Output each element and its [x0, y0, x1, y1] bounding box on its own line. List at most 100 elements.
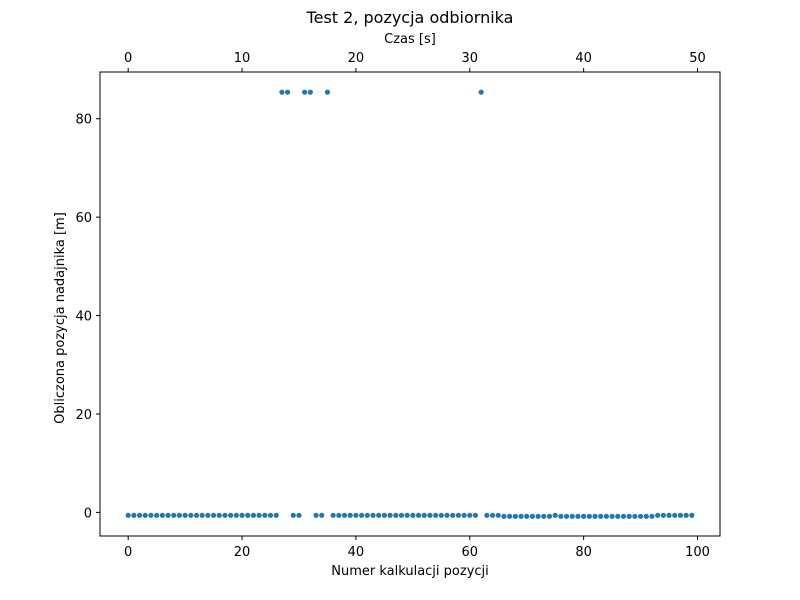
y-tick-label: 0: [84, 506, 92, 521]
data-point: [438, 512, 444, 518]
data-point: [615, 513, 621, 519]
data-point: [529, 513, 536, 519]
data-point: [267, 512, 274, 518]
data-point: [512, 513, 518, 519]
data-point: [415, 512, 422, 518]
axis-ticks: 0 20 40 60 80 100 0 20 40 60 80 0 10 20 30 40 50: [75, 51, 709, 560]
data-point: [256, 512, 262, 518]
data-point: [575, 513, 581, 519]
data-point: [404, 512, 410, 518]
data-point: [626, 513, 632, 519]
data-point: [319, 512, 325, 518]
data-point: [569, 513, 575, 519]
data-point: [347, 512, 353, 518]
data-point: [461, 512, 467, 518]
data-point: [666, 512, 672, 518]
top-x-tick-label: 10: [234, 51, 251, 66]
data-point: [444, 512, 450, 518]
data-point: [296, 512, 302, 518]
data-point: [359, 512, 365, 518]
data-point: [165, 512, 171, 518]
data-point: [387, 512, 393, 518]
data-point: [672, 512, 678, 518]
data-point: [205, 512, 211, 518]
data-point: [552, 512, 558, 518]
data-point: [250, 512, 257, 518]
data-point: [222, 512, 228, 518]
data-point: [524, 513, 530, 519]
top-x-tick-label: 0: [124, 51, 132, 66]
data-point: [159, 512, 165, 518]
top-x-tick-label: 40: [575, 51, 592, 66]
data-point: [609, 513, 615, 519]
data-point: [586, 513, 592, 519]
data-point: [546, 513, 553, 519]
data-point: [518, 513, 524, 519]
top-x-tick-label: 50: [689, 51, 706, 66]
data-point: [643, 513, 649, 519]
data-point: [302, 89, 308, 95]
data-point: [239, 512, 245, 518]
x-tick-label: 80: [575, 545, 592, 560]
y-tick-label: 80: [75, 113, 92, 128]
data-point: [324, 89, 331, 95]
data-point: [171, 512, 177, 518]
data-point: [592, 513, 598, 519]
data-point: [489, 512, 496, 518]
data-point: [131, 512, 137, 518]
data-point: [495, 512, 501, 518]
data-point: [353, 512, 359, 518]
data-point: [683, 512, 689, 518]
x-tick-label: 20: [234, 545, 251, 560]
top-x-tick-label: 20: [348, 51, 365, 66]
data-point: [450, 512, 456, 518]
data-point: [307, 89, 313, 95]
x-tick-label: 60: [462, 545, 479, 560]
x-tick-label: 0: [124, 545, 132, 560]
data-point: [620, 513, 627, 519]
data-point: [216, 512, 222, 518]
data-point: [370, 512, 376, 518]
top-x-tick-label: 30: [462, 51, 479, 66]
data-point: [689, 512, 695, 518]
data-point: [655, 512, 661, 518]
data-point: [176, 512, 183, 518]
y-tick-label: 60: [75, 211, 92, 226]
data-point: [398, 512, 405, 518]
data-point: [603, 513, 610, 519]
data-point: [136, 512, 143, 518]
data-point: [581, 513, 587, 519]
data-point: [598, 513, 604, 519]
data-points: [125, 89, 695, 519]
data-point: [677, 512, 684, 518]
data-point: [472, 512, 479, 518]
data-point: [154, 512, 160, 518]
data-point: [637, 513, 644, 519]
data-point: [210, 512, 217, 518]
data-point: [125, 512, 131, 518]
data-point: [558, 513, 564, 519]
data-point: [290, 512, 296, 518]
x-tick-label: 40: [348, 545, 365, 560]
data-point: [199, 512, 205, 518]
data-point: [142, 512, 148, 518]
data-point: [182, 512, 188, 518]
data-point: [427, 512, 433, 518]
data-point: [376, 512, 382, 518]
data-point: [148, 512, 154, 518]
data-point: [632, 513, 638, 519]
data-point: [501, 513, 507, 519]
data-point: [484, 512, 490, 518]
chart-title: Test 2, pozycja odbiornika: [306, 8, 514, 27]
data-point: [467, 512, 473, 518]
data-point: [364, 512, 370, 518]
data-point: [455, 512, 461, 518]
data-point: [313, 512, 319, 518]
x-axis-label: Numer kalkulacji pozycji: [331, 564, 489, 579]
data-point: [341, 512, 348, 518]
data-point: [535, 513, 541, 519]
data-point: [478, 89, 484, 95]
plot-frame: [99, 71, 721, 537]
data-point: [507, 513, 513, 519]
